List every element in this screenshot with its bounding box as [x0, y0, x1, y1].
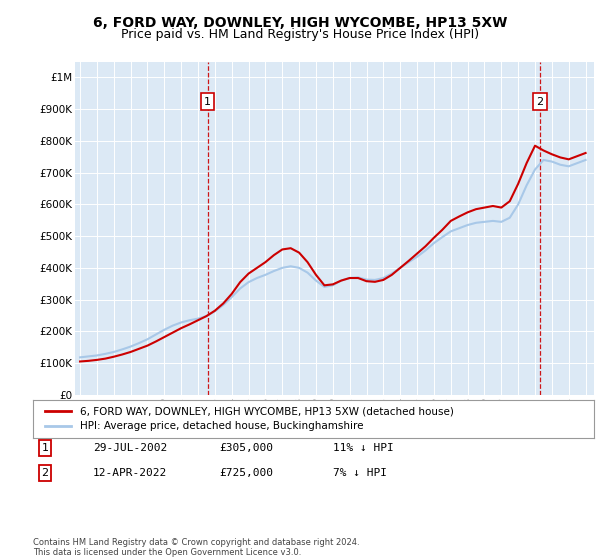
Legend: 6, FORD WAY, DOWNLEY, HIGH WYCOMBE, HP13 5XW (detached house), HPI: Average pric: 6, FORD WAY, DOWNLEY, HIGH WYCOMBE, HP13…	[41, 402, 458, 436]
Text: 1: 1	[41, 443, 49, 453]
Text: 7% ↓ HPI: 7% ↓ HPI	[333, 468, 387, 478]
Text: 12-APR-2022: 12-APR-2022	[93, 468, 167, 478]
Text: 6, FORD WAY, DOWNLEY, HIGH WYCOMBE, HP13 5XW: 6, FORD WAY, DOWNLEY, HIGH WYCOMBE, HP13…	[93, 16, 507, 30]
Text: Contains HM Land Registry data © Crown copyright and database right 2024.
This d: Contains HM Land Registry data © Crown c…	[33, 538, 359, 557]
Text: 1: 1	[204, 96, 211, 106]
Text: 29-JUL-2002: 29-JUL-2002	[93, 443, 167, 453]
Text: £725,000: £725,000	[219, 468, 273, 478]
Text: 2: 2	[536, 96, 544, 106]
Text: 2: 2	[41, 468, 49, 478]
Text: Price paid vs. HM Land Registry's House Price Index (HPI): Price paid vs. HM Land Registry's House …	[121, 28, 479, 41]
Text: £305,000: £305,000	[219, 443, 273, 453]
Text: 11% ↓ HPI: 11% ↓ HPI	[333, 443, 394, 453]
